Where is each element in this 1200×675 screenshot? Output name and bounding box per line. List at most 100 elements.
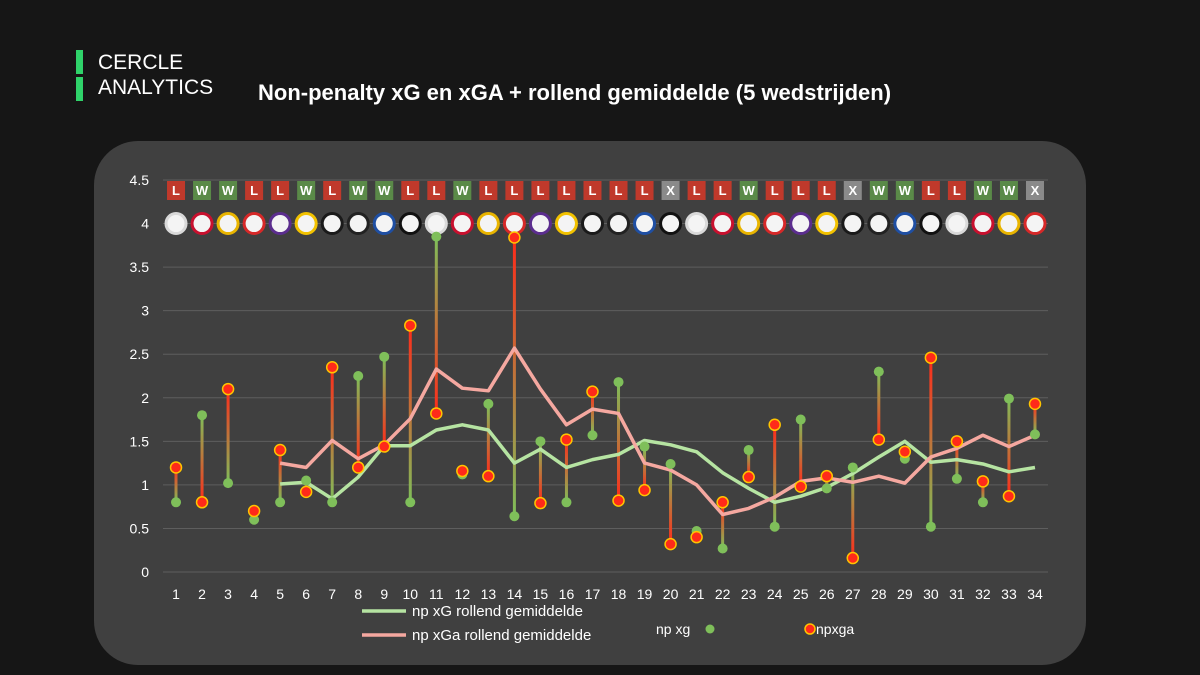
xga-point bbox=[794, 480, 807, 493]
result-badge bbox=[609, 181, 628, 200]
xga-point bbox=[1028, 397, 1042, 411]
result-label: W bbox=[300, 183, 313, 198]
result-badge bbox=[843, 181, 862, 200]
xga-point bbox=[898, 445, 912, 459]
x-tick-label: 27 bbox=[845, 586, 861, 602]
result-badge bbox=[453, 181, 472, 200]
club-crest-icon bbox=[789, 212, 813, 236]
x-tick-label: 23 bbox=[741, 586, 757, 602]
club-crest-icon bbox=[945, 212, 969, 236]
club-crest-icon bbox=[763, 212, 787, 236]
xg-point bbox=[353, 371, 364, 381]
result-label: W bbox=[352, 183, 365, 198]
xga-point bbox=[247, 504, 261, 518]
x-tick-label: 8 bbox=[354, 586, 362, 602]
result-badge bbox=[297, 181, 316, 200]
xg-point bbox=[197, 410, 208, 421]
y-tick-label: 2 bbox=[141, 390, 149, 406]
xg-point bbox=[925, 521, 936, 532]
xg-point bbox=[613, 377, 624, 388]
result-badge bbox=[1025, 181, 1044, 200]
brand-name: CERCLE ANALYTICS bbox=[98, 50, 213, 100]
result-label: W bbox=[899, 183, 912, 198]
result-badge bbox=[869, 181, 888, 200]
xga-point bbox=[508, 231, 521, 244]
result-badge bbox=[713, 181, 732, 200]
result-label: W bbox=[873, 183, 886, 198]
club-crest-icon bbox=[867, 212, 891, 236]
club-crest-icon bbox=[919, 212, 943, 236]
club-crest-icon bbox=[685, 212, 709, 236]
xg-point bbox=[587, 430, 598, 441]
xg-point bbox=[223, 478, 234, 489]
xga-point bbox=[612, 494, 625, 507]
club-crest-icon bbox=[893, 212, 917, 236]
xga-point bbox=[638, 483, 651, 497]
club-crest-icon bbox=[242, 212, 266, 236]
xga-point bbox=[482, 469, 495, 483]
x-tick-label: 13 bbox=[481, 586, 497, 602]
xga-point bbox=[924, 351, 938, 364]
result-badge bbox=[921, 181, 940, 200]
xga-point bbox=[351, 461, 365, 474]
xg-point bbox=[405, 497, 416, 508]
brand-accent-bar bbox=[76, 50, 83, 74]
result-label: W bbox=[222, 183, 235, 198]
result-label: L bbox=[615, 183, 623, 198]
x-tick-label: 5 bbox=[276, 586, 284, 602]
brand-accent-bar bbox=[76, 77, 83, 101]
xga-point bbox=[169, 461, 183, 474]
y-tick-label: 0.5 bbox=[130, 520, 150, 536]
y-tick-label: 4.5 bbox=[130, 172, 150, 188]
x-tick-label: 24 bbox=[767, 586, 783, 602]
x-tick-label: 18 bbox=[611, 586, 627, 602]
result-badge bbox=[193, 181, 212, 200]
result-badge bbox=[635, 181, 654, 200]
club-crest-icon bbox=[372, 212, 396, 236]
xga-point bbox=[430, 407, 443, 420]
x-tick-label: 14 bbox=[507, 586, 523, 602]
xg-point bbox=[743, 445, 754, 456]
xg-point bbox=[535, 436, 546, 447]
legend-xg-dot bbox=[705, 624, 715, 634]
result-label: X bbox=[666, 183, 675, 198]
xga-point bbox=[456, 464, 469, 478]
result-label: W bbox=[456, 183, 469, 198]
club-crest-icon bbox=[607, 212, 631, 236]
xga-point bbox=[273, 443, 287, 457]
x-tick-label: 12 bbox=[455, 586, 471, 602]
result-label: L bbox=[589, 183, 597, 198]
legend-xga-dot bbox=[804, 623, 816, 635]
result-label: X bbox=[1031, 183, 1040, 198]
result-label: L bbox=[771, 183, 779, 198]
result-badge bbox=[375, 181, 394, 200]
xg-point bbox=[301, 475, 312, 486]
result-badge bbox=[531, 181, 550, 200]
y-tick-label: 2.5 bbox=[130, 346, 150, 362]
y-tick-label: 1 bbox=[141, 477, 149, 493]
xg-rolling-average-line bbox=[280, 423, 1036, 505]
result-label: W bbox=[743, 183, 756, 198]
result-label: L bbox=[641, 183, 649, 198]
xga-point bbox=[820, 469, 833, 483]
club-crest-icon bbox=[554, 212, 578, 236]
xga-point bbox=[560, 433, 573, 446]
result-label: L bbox=[927, 183, 935, 198]
xga-point bbox=[742, 470, 755, 484]
xg-point bbox=[561, 497, 572, 508]
club-crest-icon bbox=[450, 212, 474, 236]
result-badge bbox=[349, 181, 368, 200]
result-label: W bbox=[1003, 183, 1016, 198]
xga-point bbox=[846, 551, 860, 565]
result-badge bbox=[791, 181, 810, 200]
result-label: L bbox=[693, 183, 701, 198]
club-crest-icon bbox=[711, 212, 735, 236]
club-crest-icon bbox=[633, 212, 657, 236]
club-crest-icon bbox=[190, 212, 214, 236]
xg-point bbox=[249, 514, 260, 525]
xg-point bbox=[847, 462, 858, 473]
xga-point bbox=[325, 361, 339, 374]
xg-point bbox=[717, 543, 728, 554]
xg-point bbox=[821, 483, 832, 494]
result-badge bbox=[999, 181, 1018, 200]
